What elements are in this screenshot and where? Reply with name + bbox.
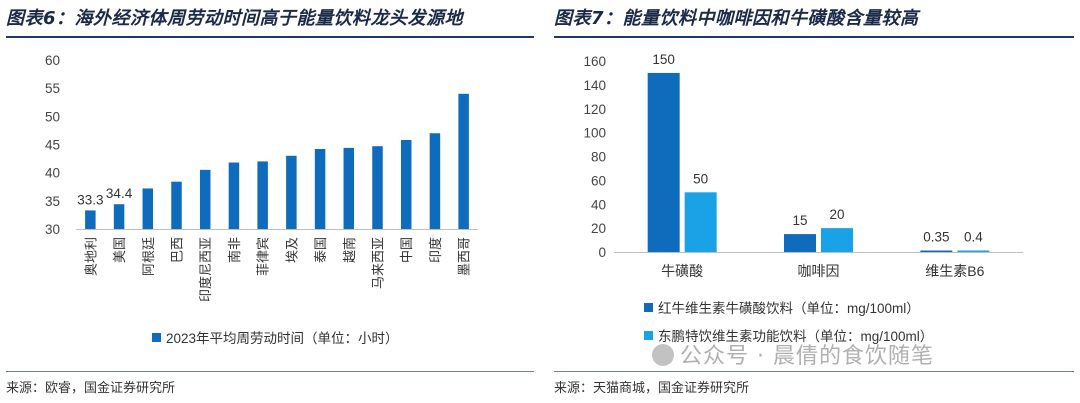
y-tick-label-4: 50 [45, 109, 60, 124]
y-tick-label-8: 160 [583, 54, 606, 69]
working-hours-chart: 30 35 40 45 50 55 60 33.3 奥地利 34.4 美国 阿根廷 巴西 印度尼西亚 南非菲… [45, 53, 478, 346]
x-tick-label-印度: 印度 [428, 237, 443, 263]
bar-巴西 [171, 181, 182, 229]
x-tick-label-维生素B6: 维生素B6 [925, 263, 984, 279]
figure-7-source: 来源：天猫商城，国金证券研究所 [554, 381, 750, 396]
legend-swatch-1 [644, 303, 653, 312]
bar-美国 [113, 204, 125, 229]
x-tick-label-牛磺酸: 牛磺酸 [661, 263, 703, 279]
x-tick-label-菲律宾: 菲律宾 [256, 237, 271, 276]
bar-咖啡因-series-2 [821, 228, 853, 252]
bar-埃及 [286, 155, 297, 229]
bar-奥地利 [85, 210, 96, 229]
bar-牛磺酸-series-2 [684, 192, 717, 252]
watermark-text: 公众号 · 晨倩的食饮随笔 [680, 344, 934, 369]
legend-swatch [152, 333, 161, 342]
figure-6-bottom-rule [6, 371, 534, 372]
bar-维生素B6-series-1 [920, 250, 953, 252]
y-tick-label-7: 140 [583, 78, 606, 93]
y-tick-label-6: 60 [45, 53, 60, 68]
bar-印度尼西亚 [199, 169, 211, 229]
figure-6-title: 图表6：海外经济体周劳动时间高于能量饮料龙头发源地 [6, 8, 464, 29]
y-tick-label-1: 20 [591, 221, 606, 236]
bar-咖啡因-series-1 [784, 234, 816, 252]
x-tick-label-马来西亚: 马来西亚 [371, 237, 386, 289]
y-tick-label-2: 40 [591, 197, 606, 212]
bar-墨西哥 [458, 93, 469, 229]
data-label-咖啡因-series-1: 15 [792, 213, 807, 228]
x-tick-label-美国: 美国 [112, 237, 127, 263]
data-label-美国: 34.4 [106, 186, 133, 201]
figure-6-source: 来源：欧睿，国金证券研究所 [6, 381, 176, 396]
figure-7-top-rule [554, 36, 1074, 38]
y-tick-label-1: 35 [45, 194, 60, 209]
data-label-维生素B6-series-2: 0.4 [964, 230, 983, 245]
x-tick-label-越南: 越南 [342, 237, 357, 263]
y-tick-label-2: 40 [45, 166, 60, 181]
legend-label-2: 东鹏特饮维生素功能饮料（单位：mg/100ml） [658, 329, 933, 344]
x-tick-label-泰国: 泰国 [313, 237, 328, 263]
y-tick-label-6: 120 [583, 102, 606, 117]
ingredient-content-chart: 0 20 40 60 80 100 120 140 160 150 50 牛磺酸 15 20 咖啡因 0.35… [583, 52, 1023, 344]
bar-印度 [429, 133, 441, 229]
y-tick-label-3: 60 [591, 173, 606, 188]
x-tick-label-咖啡因: 咖啡因 [798, 263, 840, 279]
x-tick-label-墨西哥: 墨西哥 [457, 237, 472, 276]
data-label-牛磺酸-series-1: 150 [652, 52, 675, 67]
data-label-牛磺酸-series-2: 50 [693, 171, 708, 186]
bar-越南 [343, 147, 355, 229]
x-tick-label-中国: 中国 [399, 237, 414, 263]
y-tick-label-5: 55 [45, 81, 60, 96]
bar-菲律宾 [257, 161, 268, 229]
y-tick-label-0: 0 [598, 245, 606, 260]
bar-南非 [228, 162, 240, 229]
y-tick-label-5: 100 [583, 126, 606, 141]
bar-中国 [400, 139, 412, 229]
y-tick-label-3: 45 [45, 138, 60, 153]
x-tick-label-埃及: 埃及 [284, 237, 299, 263]
figure-7-panel: 图表7：能量饮料中咖啡因和牛磺酸含量较高 0 20 40 60 80 100 120 140 1… [548, 0, 1080, 403]
legend-label: 2023年平均周劳动时间（单位：小时） [166, 331, 399, 346]
data-label-维生素B6-series-1: 0.35 [923, 230, 949, 245]
bar-维生素B6-series-2 [957, 250, 990, 252]
bar-阿根廷 [142, 188, 154, 229]
watermark: 公众号 · 晨倩的食饮随笔 [652, 338, 934, 370]
figure-7-bottom-rule [554, 371, 1074, 372]
data-label-咖啡因-series-2: 20 [829, 207, 844, 222]
x-tick-label-巴西: 巴西 [170, 237, 185, 263]
data-label-奥地利: 33.3 [77, 192, 103, 207]
x-tick-label-阿根廷: 阿根廷 [141, 237, 156, 276]
bar-牛磺酸-series-1 [647, 72, 680, 252]
figure-6-panel: 图表6：海外经济体周劳动时间高于能量饮料龙头发源地 30 35 40 45 50 55 60… [6, 8, 534, 396]
x-tick-label-奥地利: 奥地利 [83, 237, 98, 276]
legend-swatch-2 [644, 331, 653, 340]
bar-马来西亚 [372, 146, 383, 229]
figure-6-top-rule [6, 36, 534, 38]
figure-7-title: 图表7：能量饮料中咖啡因和牛磺酸含量较高 [554, 8, 919, 29]
x-tick-label-南非: 南非 [227, 237, 242, 263]
y-tick-label-4: 80 [591, 150, 606, 165]
wechat-icon [652, 344, 674, 366]
bar-泰国 [314, 149, 326, 229]
y-tick-label-0: 30 [45, 222, 60, 237]
legend-label-1: 红牛维生素牛磺酸饮料（单位：mg/100ml） [658, 301, 920, 316]
x-tick-label-印度尼西亚: 印度尼西亚 [198, 237, 213, 302]
